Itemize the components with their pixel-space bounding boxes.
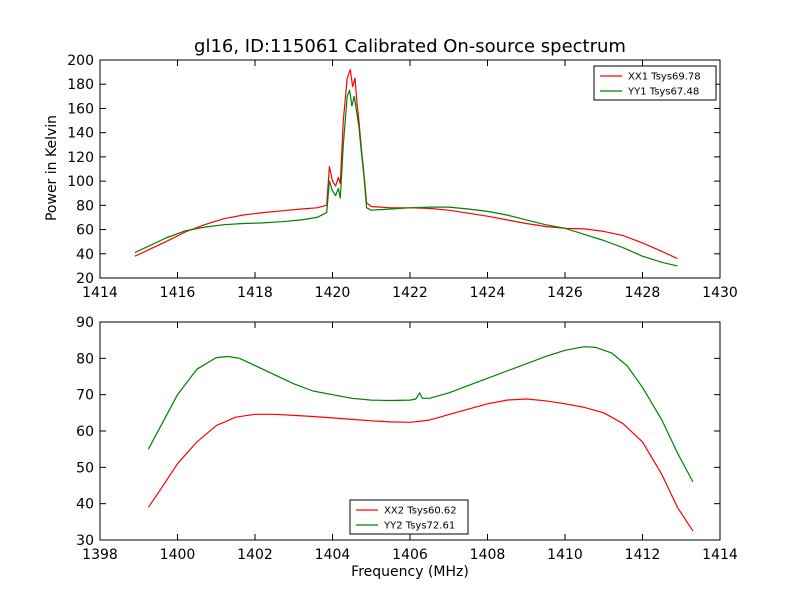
bottom-y-tick-label: 60 [76, 424, 94, 440]
top-x-tick-label: 1428 [625, 285, 661, 301]
top-x-tick-label: 1430 [702, 285, 738, 301]
bottom-x-tick-label: 1404 [315, 547, 351, 563]
bottom-y-tick-label: 80 [76, 351, 94, 367]
top-x-tick-label: 1422 [392, 285, 428, 301]
bottom-x-tick-label: 1406 [392, 547, 428, 563]
top-y-tick-label: 60 [76, 223, 94, 239]
bottom-y-tick-label: 40 [76, 497, 94, 513]
bottom-legend-label-1: XX2 Tsys60.62 [384, 506, 457, 517]
bottom-y-tick-label: 50 [76, 460, 94, 476]
bottom-panel: 1398 1400 1402 1404 1406 1408 1410 1412 1414 30 40… [76, 315, 738, 563]
bottom-x-tick-label: 1412 [625, 547, 661, 563]
top-series-line-1 [134, 69, 678, 260]
top-y-tick-label: 140 [67, 126, 94, 142]
bottom-y-tick-label: 90 [76, 315, 94, 331]
top-panel: 1414 1416 1418 1420 1422 1424 1426 1428 1430 20 40… [67, 53, 738, 301]
top-x-tick-label: 1416 [160, 285, 196, 301]
top-legend-label-2: YY1 Tsys67.48 [627, 87, 699, 98]
bottom-y-tick-label: 70 [76, 388, 94, 404]
top-x-tick-label: 1414 [82, 285, 118, 301]
bottom-x-tick-label: 1410 [547, 547, 583, 563]
bottom-x-tick-label: 1400 [160, 547, 196, 563]
figure-title: gl16, ID:115061 Calibrated On-source spe… [194, 36, 626, 57]
bottom-x-tick-label: 1414 [702, 547, 738, 563]
bottom-series-line-1 [147, 398, 694, 532]
top-x-tick-label: 1424 [470, 285, 506, 301]
bottom-x-axis-label: Frequency (MHz) [351, 564, 469, 580]
bottom-legend-label-2: YY2 Tsys72.61 [383, 521, 455, 532]
top-y-tick-label: 180 [67, 77, 94, 93]
bottom-series-line-2 [147, 346, 694, 483]
bottom-y-tick-label: 30 [76, 533, 94, 549]
top-y-tick-label: 80 [76, 198, 94, 214]
top-x-tick-label: 1426 [547, 285, 583, 301]
top-y-tick-label: 20 [76, 271, 94, 287]
top-legend-label-1: XX1 Tsys69.78 [628, 72, 701, 83]
top-y-tick-label: 120 [67, 150, 94, 166]
top-y-axis-label: Power in Kelvin [44, 115, 60, 221]
bottom-x-tick-label: 1398 [82, 547, 118, 563]
top-x-tick-label: 1418 [237, 285, 273, 301]
top-legend [593, 65, 717, 101]
bottom-x-tick-label: 1408 [470, 547, 506, 563]
top-x-tick-label: 1420 [315, 285, 351, 301]
top-y-tick-label: 40 [76, 247, 94, 263]
top-series-line-2 [134, 89, 678, 267]
bottom-x-tick-label: 1402 [237, 547, 273, 563]
bottom-legend [349, 499, 469, 535]
top-y-tick-label: 160 [67, 101, 94, 117]
top-y-tick-label: 200 [67, 53, 94, 69]
top-y-tick-label: 100 [67, 174, 94, 190]
